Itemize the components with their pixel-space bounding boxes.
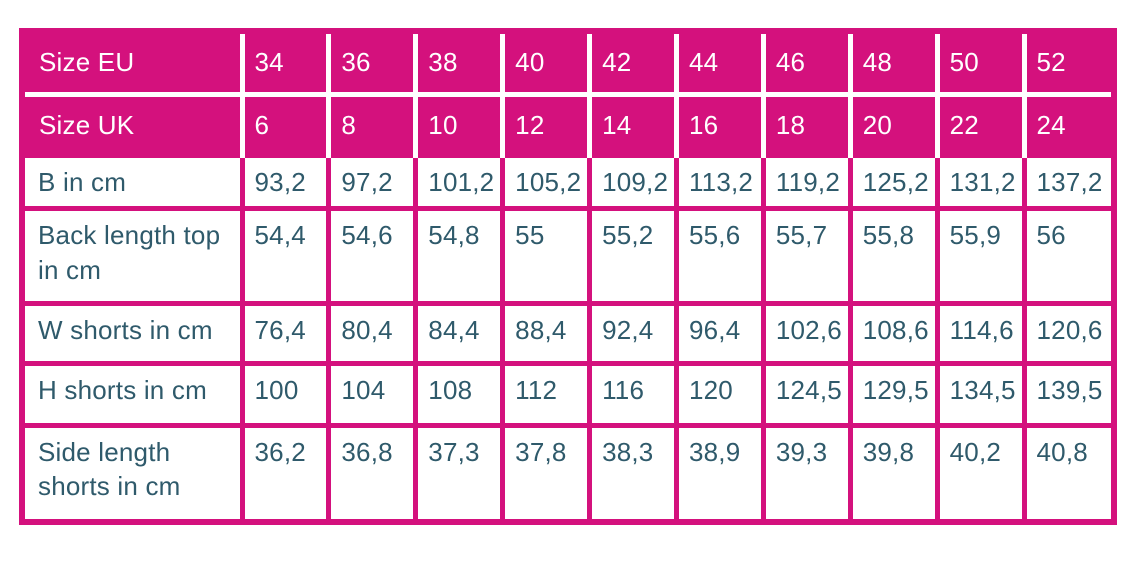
table-cell: 18 bbox=[760, 92, 851, 156]
table-cell: 125,2 bbox=[847, 152, 938, 209]
table-cell: 40,2 bbox=[934, 422, 1025, 519]
size-chart-table: Size EU 34 36 38 40 42 44 46 48 50 52 Si… bbox=[25, 34, 1111, 519]
table-row-back-length-top: Back length top in cm 54,4 54,6 54,8 55 … bbox=[25, 206, 1111, 304]
table-cell: 104 bbox=[326, 360, 416, 426]
table-row-side-length-shorts: Side length shorts in cm 36,2 36,8 37,3 … bbox=[25, 422, 1111, 519]
table-cell: 120 bbox=[673, 360, 764, 426]
table-cell: 108,6 bbox=[847, 301, 938, 364]
table-cell: 10 bbox=[413, 92, 503, 156]
table-cell: 36,2 bbox=[239, 422, 329, 519]
table-cell: 37,3 bbox=[413, 422, 503, 519]
table-cell: 40,8 bbox=[1021, 422, 1111, 519]
table-cell: 12 bbox=[500, 92, 590, 156]
table-cell: 36,8 bbox=[326, 422, 416, 519]
table-cell: 48 bbox=[847, 34, 938, 95]
table-cell: 54,6 bbox=[326, 206, 416, 304]
table-cell: 16 bbox=[673, 92, 764, 156]
table-cell: 129,5 bbox=[847, 360, 938, 426]
table-cell: 131,2 bbox=[934, 152, 1025, 209]
table-cell: 119,2 bbox=[760, 152, 851, 209]
table-cell: 92,4 bbox=[587, 301, 677, 364]
table-cell: 108 bbox=[413, 360, 503, 426]
table-cell: 42 bbox=[587, 34, 677, 95]
table-cell: 139,5 bbox=[1021, 360, 1111, 426]
table-cell: 96,4 bbox=[673, 301, 764, 364]
table-cell: 97,2 bbox=[326, 152, 416, 209]
table-cell: 36 bbox=[326, 34, 416, 95]
table-cell: 46 bbox=[760, 34, 851, 95]
table-cell: 55,6 bbox=[673, 206, 764, 304]
table-cell: 40 bbox=[500, 34, 590, 95]
table-cell: 55,9 bbox=[934, 206, 1025, 304]
table-cell: 52 bbox=[1021, 34, 1111, 95]
table-cell: 38,3 bbox=[587, 422, 677, 519]
table-cell: 76,4 bbox=[239, 301, 329, 364]
table-cell: 137,2 bbox=[1021, 152, 1111, 209]
table-cell: 38,9 bbox=[673, 422, 764, 519]
table-cell: 20 bbox=[847, 92, 938, 156]
table-cell: 88,4 bbox=[500, 301, 590, 364]
table-cell: 93,2 bbox=[239, 152, 329, 209]
table-cell: 100 bbox=[239, 360, 329, 426]
table-cell: 102,6 bbox=[760, 301, 851, 364]
table-cell: 55,7 bbox=[760, 206, 851, 304]
table-cell: 109,2 bbox=[587, 152, 677, 209]
row-label-side-length-shorts: Side length shorts in cm bbox=[25, 422, 242, 519]
table-cell: 116 bbox=[587, 360, 677, 426]
table-cell: 8 bbox=[326, 92, 416, 156]
table-cell: 6 bbox=[239, 92, 329, 156]
table-cell: 22 bbox=[934, 92, 1025, 156]
table-cell: 34 bbox=[239, 34, 329, 95]
row-label-w-shorts: W shorts in cm bbox=[25, 301, 242, 364]
row-label-size-uk: Size UK bbox=[25, 92, 242, 156]
table-cell: 54,4 bbox=[239, 206, 329, 304]
table-cell: 37,8 bbox=[500, 422, 590, 519]
row-label-size-eu: Size EU bbox=[25, 34, 242, 95]
row-label-h-shorts: H shorts in cm bbox=[25, 360, 242, 426]
table-cell: 24 bbox=[1021, 92, 1111, 156]
table-cell: 55,8 bbox=[847, 206, 938, 304]
table-row-size-uk: Size UK 6 8 10 12 14 16 18 20 22 24 bbox=[25, 92, 1111, 156]
table-cell: 105,2 bbox=[500, 152, 590, 209]
table-cell: 113,2 bbox=[673, 152, 764, 209]
table-cell: 39,3 bbox=[760, 422, 851, 519]
table-cell: 56 bbox=[1021, 206, 1111, 304]
table-row-w-shorts: W shorts in cm 76,4 80,4 84,4 88,4 92,4 … bbox=[25, 301, 1111, 364]
size-chart-frame: Size EU 34 36 38 40 42 44 46 48 50 52 Si… bbox=[19, 28, 1117, 525]
table-row-h-shorts: H shorts in cm 100 104 108 112 116 120 1… bbox=[25, 360, 1111, 426]
table-cell: 80,4 bbox=[326, 301, 416, 364]
table-cell: 54,8 bbox=[413, 206, 503, 304]
table-cell: 134,5 bbox=[934, 360, 1025, 426]
table-cell: 39,8 bbox=[847, 422, 938, 519]
table-row-size-eu: Size EU 34 36 38 40 42 44 46 48 50 52 bbox=[25, 34, 1111, 95]
table-cell: 55,2 bbox=[587, 206, 677, 304]
row-label-b-in-cm: B in cm bbox=[25, 152, 242, 209]
table-cell: 120,6 bbox=[1021, 301, 1111, 364]
table-cell: 124,5 bbox=[760, 360, 851, 426]
row-label-back-length-top: Back length top in cm bbox=[25, 206, 242, 304]
table-cell: 101,2 bbox=[413, 152, 503, 209]
table-cell: 114,6 bbox=[934, 301, 1025, 364]
table-cell: 84,4 bbox=[413, 301, 503, 364]
table-cell: 38 bbox=[413, 34, 503, 95]
table-cell: 55 bbox=[500, 206, 590, 304]
table-row-b-in-cm: B in cm 93,2 97,2 101,2 105,2 109,2 113,… bbox=[25, 152, 1111, 209]
table-cell: 112 bbox=[500, 360, 590, 426]
table-cell: 14 bbox=[587, 92, 677, 156]
table-cell: 50 bbox=[934, 34, 1025, 95]
table-cell: 44 bbox=[673, 34, 764, 95]
